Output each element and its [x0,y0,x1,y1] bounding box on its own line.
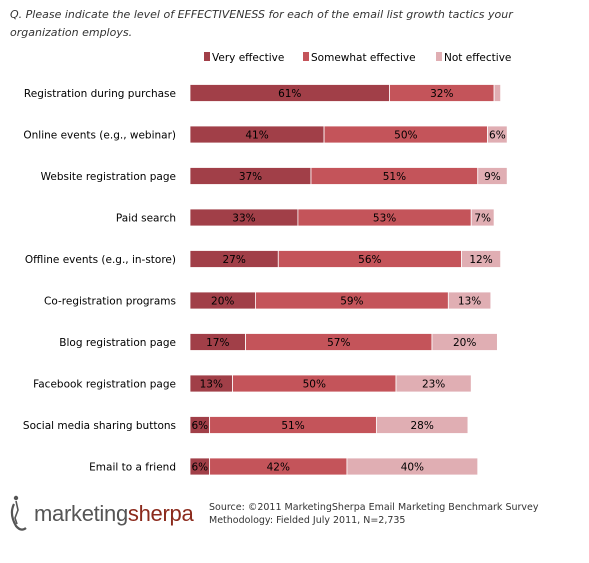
data-label: 7% [474,213,491,225]
marketingsherpa-logo [8,492,203,537]
data-label: 59% [340,296,363,308]
data-label: 40% [401,462,424,474]
bar-segment-not-effective [346,457,479,476]
data-label: 56% [358,254,381,266]
bar-row-registration-during-purchase: 61% 32% [189,84,502,102]
data-label: 33% [232,213,255,225]
bar-row-social-media-sharing-buttons: 6% 51% 28% [189,416,469,434]
data-label: 17% [206,337,229,349]
legend-item-very-effective: Very effective [204,52,284,64]
data-label: 6% [489,130,506,142]
bars: 61% 32%41% 50% 6%37% 51% 9%33% 53% 7%27% 56% 12%2… [189,84,508,476]
data-label: 20% [453,337,476,349]
category-label: Online events (e.g., webinar) [23,130,176,142]
category-label: Email to a friend [89,462,176,474]
data-label: 42% [267,462,290,474]
bar-segment-not-effective [461,250,502,268]
data-label: 51% [281,420,304,432]
legend-item-somewhat-effective: Somewhat effective [303,52,416,64]
category-label: Registration during purchase [24,88,176,100]
data-label: 28% [410,420,433,432]
bar-segment-not-effective [395,374,472,393]
bar-row-co-registration-programs: 20% 59% 13% [189,291,492,310]
legend-label: Not effective [444,52,511,64]
data-label: 41% [245,130,268,142]
stacked-bar-chart: Very effective Somewhat effective Not effe… [23,52,511,476]
data-label: 13% [458,296,481,308]
legend-label: Very effective [212,52,284,64]
category-label: Facebook registration page [33,379,176,391]
category-label: Blog registration page [59,337,176,349]
bar-row-email-to-a-friend: 6% 42% 40% [189,457,479,476]
data-label: 53% [373,213,396,225]
data-label: 61% [278,88,301,100]
legend-label: Somewhat effective [311,52,416,64]
source-line: Source: ©2011 MarketingSherpa Email Mark… [209,502,539,513]
bar-segment-not-effective [477,167,508,185]
data-label: 6% [191,462,208,474]
category-label: Social media sharing buttons [23,420,176,432]
legend-item-not-effective: Not effective [436,52,511,64]
data-label: 20% [211,296,234,308]
bar-row-website-registration-page: 37% 51% 9% [189,167,508,185]
data-label: 23% [422,379,445,391]
legend-swatch [204,52,210,61]
bar-segment-not-effective [375,416,469,434]
data-label: 50% [394,130,417,142]
category-label: Co-registration programs [44,296,176,308]
data-label: 37% [239,171,262,183]
bar-row-offline-events-e-g-in-store: 27% 56% 12% [189,250,502,268]
source-note: Source: ©2011 MarketingSherpa Email Mark… [209,501,539,527]
logo-word-sherpa: sherpa [127,501,194,526]
category-label: Offline events (e.g., in-store) [25,254,176,266]
bar-row-paid-search: 33% 53% 7% [189,208,495,227]
question-text: Q. Please indicate the level of EFFECTIV… [10,8,513,39]
bar-segment-not-effective [493,84,502,102]
data-label: 57% [327,337,350,349]
bar-segment-not-effective [431,333,498,351]
legend-swatch [303,52,309,61]
data-label: 6% [191,420,208,432]
data-label: 9% [484,171,501,183]
bar-segment-not-effective [487,125,508,144]
data-label: 32% [430,88,453,100]
bar-row-facebook-registration-page: 13% 50% 23% [189,374,472,393]
sherpa-climber-icon [10,495,27,531]
data-label: 27% [222,254,245,266]
logo-wordmark: marketingsherpa [34,501,194,527]
legend: Very effective Somewhat effective Not effe… [204,52,511,64]
category-label: Website registration page [41,171,176,183]
bar-segment-not-effective [470,208,495,227]
logo-word-marketing: marketing [34,501,128,526]
bar-row-online-events-e-g-webinar: 41% 50% 6% [189,125,508,144]
data-label: 13% [200,379,223,391]
data-label: 51% [383,171,406,183]
category-labels: Registration during purchase Online event… [23,88,176,474]
category-label: Paid search [116,213,176,225]
bar-segment-not-effective [447,291,492,310]
data-label: 12% [469,254,492,266]
bar-row-blog-registration-page: 17% 57% 20% [189,333,498,351]
methodology-line: Methodology: Fielded July 2011, N=2,735 [209,515,406,526]
legend-swatch [436,52,442,61]
data-label: 50% [303,379,326,391]
